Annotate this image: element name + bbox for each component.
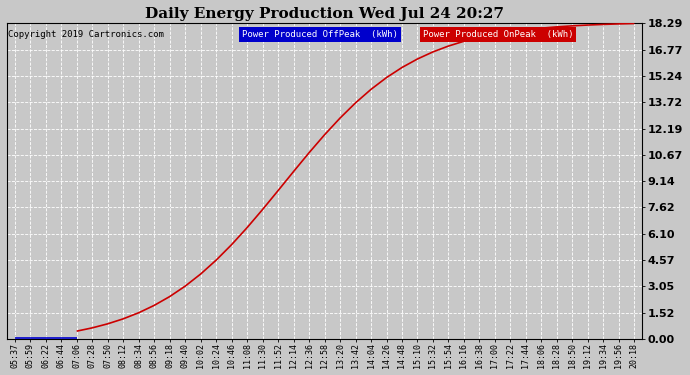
Title: Daily Energy Production Wed Jul 24 20:27: Daily Energy Production Wed Jul 24 20:27	[145, 7, 504, 21]
Text: Power Produced OffPeak  (kWh): Power Produced OffPeak (kWh)	[242, 30, 398, 39]
Text: Power Produced OnPeak  (kWh): Power Produced OnPeak (kWh)	[423, 30, 573, 39]
Text: Copyright 2019 Cartronics.com: Copyright 2019 Cartronics.com	[8, 30, 164, 39]
